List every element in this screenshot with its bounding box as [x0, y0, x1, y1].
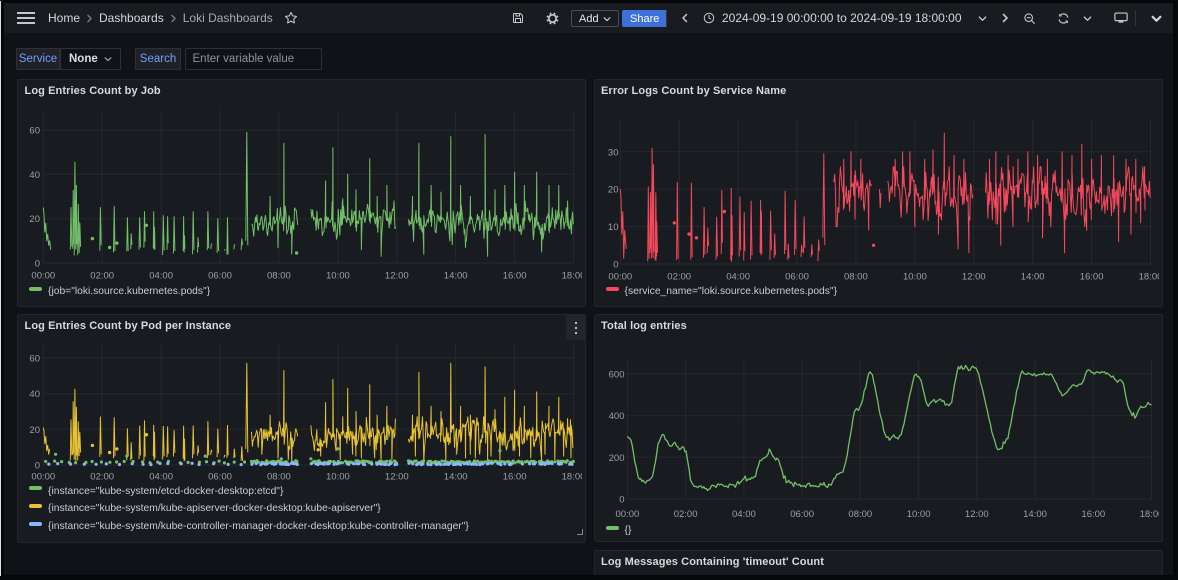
- svg-text:02:00: 02:00: [673, 509, 697, 520]
- svg-text:40: 40: [29, 170, 40, 181]
- svg-text:00:00: 00:00: [31, 472, 55, 483]
- svg-text:08:00: 08:00: [267, 271, 291, 282]
- svg-text:08:00: 08:00: [267, 472, 291, 483]
- svg-text:12:00: 12:00: [385, 271, 409, 282]
- svg-text:60: 60: [29, 354, 40, 365]
- svg-text:40: 40: [29, 389, 40, 400]
- svg-text:0: 0: [613, 260, 618, 271]
- svg-text:16:00: 16:00: [503, 271, 527, 282]
- svg-text:0: 0: [619, 495, 624, 506]
- svg-text:16:00: 16:00: [503, 472, 527, 483]
- svg-text:14:00: 14:00: [444, 472, 468, 483]
- svg-text:06:00: 06:00: [790, 509, 814, 520]
- svg-text:18:00: 18:00: [1139, 509, 1158, 520]
- svg-text:08:00: 08:00: [844, 272, 868, 283]
- svg-text:20: 20: [29, 425, 40, 436]
- svg-text:0: 0: [35, 461, 40, 472]
- svg-text:20: 20: [607, 185, 618, 196]
- svg-text:16:00: 16:00: [1081, 509, 1105, 520]
- svg-text:200: 200: [608, 453, 624, 464]
- svg-text:14:00: 14:00: [1023, 509, 1047, 520]
- svg-text:14:00: 14:00: [444, 271, 468, 282]
- svg-text:04:00: 04:00: [726, 272, 750, 283]
- svg-text:02:00: 02:00: [667, 272, 691, 283]
- svg-text:30: 30: [607, 147, 618, 158]
- svg-text:0: 0: [35, 259, 40, 270]
- svg-text:02:00: 02:00: [90, 472, 114, 483]
- svg-text:04:00: 04:00: [149, 271, 173, 282]
- svg-text:16:00: 16:00: [1079, 272, 1103, 283]
- svg-text:60: 60: [29, 126, 40, 137]
- svg-text:14:00: 14:00: [1020, 272, 1044, 283]
- svg-text:08:00: 08:00: [848, 509, 872, 520]
- svg-text:06:00: 06:00: [208, 472, 232, 483]
- svg-text:12:00: 12:00: [385, 472, 409, 483]
- svg-text:600: 600: [608, 370, 624, 381]
- svg-text:18:00: 18:00: [562, 271, 582, 282]
- svg-text:06:00: 06:00: [785, 272, 809, 283]
- svg-text:10:00: 10:00: [326, 271, 350, 282]
- svg-text:04:00: 04:00: [149, 472, 173, 483]
- svg-text:20: 20: [29, 214, 40, 225]
- svg-text:12:00: 12:00: [961, 272, 985, 283]
- svg-text:18:00: 18:00: [562, 472, 582, 483]
- svg-text:10:00: 10:00: [906, 509, 930, 520]
- svg-text:10: 10: [607, 222, 618, 233]
- svg-text:12:00: 12:00: [964, 509, 988, 520]
- svg-text:10:00: 10:00: [326, 472, 350, 483]
- svg-text:02:00: 02:00: [90, 271, 114, 282]
- svg-text:400: 400: [608, 411, 624, 422]
- svg-text:00:00: 00:00: [608, 272, 632, 283]
- svg-text:18:00: 18:00: [1138, 272, 1158, 283]
- svg-text:04:00: 04:00: [732, 509, 756, 520]
- svg-text:06:00: 06:00: [208, 271, 232, 282]
- svg-text:00:00: 00:00: [615, 509, 639, 520]
- svg-text:10:00: 10:00: [903, 272, 927, 283]
- svg-text:00:00: 00:00: [31, 271, 55, 282]
